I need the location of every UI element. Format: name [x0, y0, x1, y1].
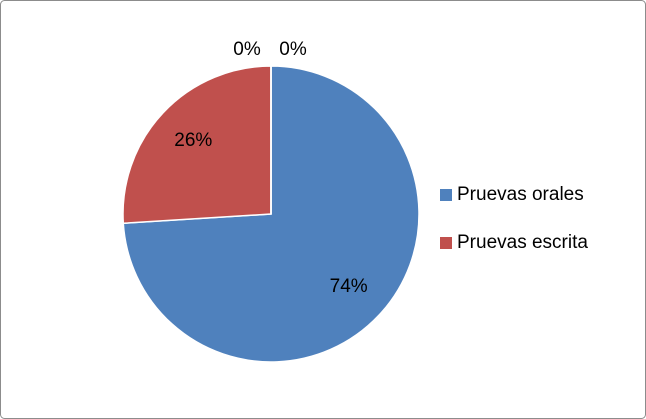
legend-swatch [440, 237, 452, 249]
data-label: 0% [279, 39, 307, 60]
data-label: 0% [233, 39, 261, 60]
legend-label: Pruevas escrita [457, 232, 588, 253]
pie-slice [122, 65, 272, 225]
data-label: 26% [174, 130, 212, 151]
legend-label: Pruevas orales [457, 184, 584, 205]
legend-swatch [440, 189, 452, 201]
data-label: 74% [330, 276, 368, 297]
